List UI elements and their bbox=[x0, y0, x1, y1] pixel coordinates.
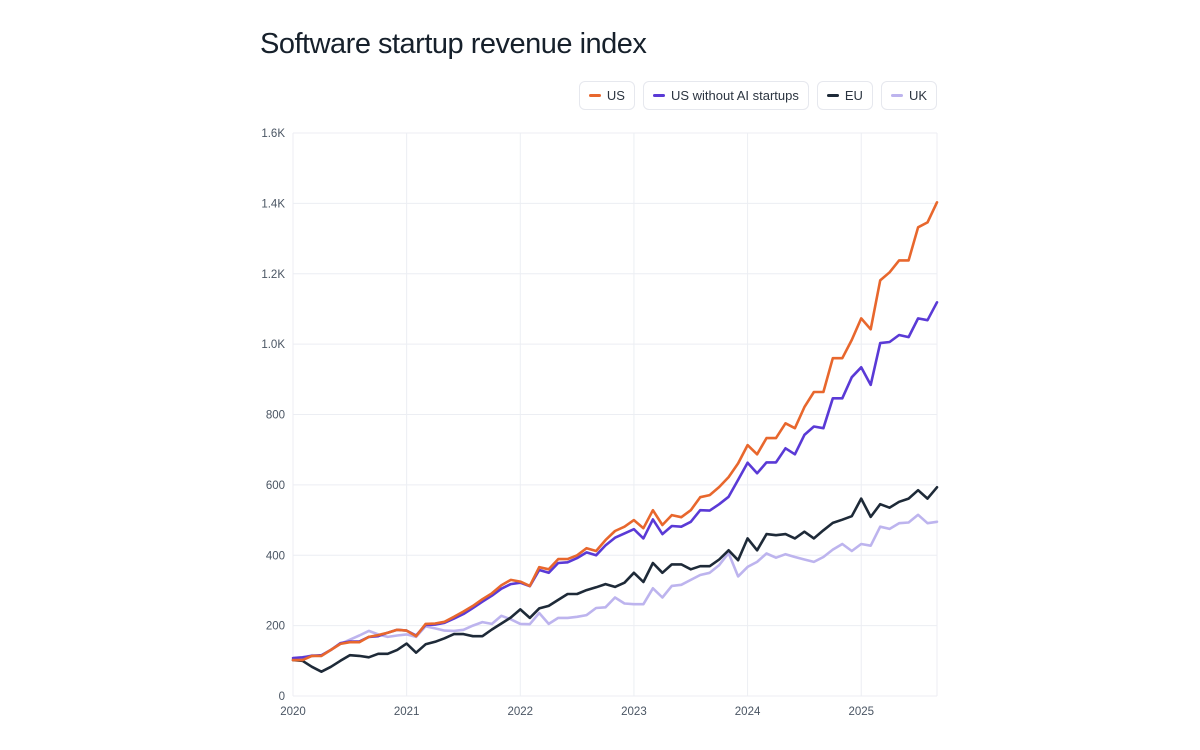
legend-item-eu[interactable]: EU bbox=[816, 81, 873, 110]
series-line-us[interactable] bbox=[291, 201, 939, 662]
x-tick-label: 2022 bbox=[507, 706, 533, 718]
x-tick-label: 2023 bbox=[621, 706, 647, 718]
legend-label: UK bbox=[908, 88, 927, 103]
y-tick-label: 800 bbox=[266, 410, 285, 422]
legend-swatch-uk bbox=[890, 94, 903, 97]
x-tick-label: 2024 bbox=[735, 706, 761, 718]
y-tick-label: 1.6K bbox=[261, 128, 285, 140]
legend-label: US bbox=[606, 88, 625, 103]
x-tick-label: 2025 bbox=[848, 706, 874, 718]
series-line-uk[interactable] bbox=[291, 513, 939, 662]
legend: US US without AI startups EU UK bbox=[578, 81, 937, 110]
chart-title: Software startup revenue index bbox=[260, 28, 647, 60]
legend-item-us-without-ai[interactable]: US without AI startups bbox=[642, 81, 809, 110]
y-tick-label: 1.0K bbox=[261, 339, 285, 351]
x-tick-label: 2020 bbox=[280, 706, 306, 718]
legend-swatch-us bbox=[588, 94, 601, 97]
legend-label: US without AI startups bbox=[670, 88, 799, 103]
y-tick-label: 400 bbox=[266, 550, 285, 562]
y-tick-label: 0 bbox=[279, 691, 285, 703]
legend-swatch-eu bbox=[826, 94, 839, 97]
series-line-us-without-ai-startups[interactable] bbox=[291, 300, 939, 660]
y-tick-label: 200 bbox=[266, 621, 285, 633]
legend-item-uk[interactable]: UK bbox=[880, 81, 937, 110]
series-line-eu[interactable] bbox=[291, 485, 939, 674]
legend-item-us[interactable]: US bbox=[578, 81, 635, 110]
y-tick-label: 1.4K bbox=[261, 198, 285, 210]
x-tick-label: 2021 bbox=[394, 706, 420, 718]
legend-label: EU bbox=[844, 88, 863, 103]
y-tick-label: 600 bbox=[266, 480, 285, 492]
legend-swatch-us-without-ai bbox=[652, 94, 665, 97]
y-tick-label: 1.2K bbox=[261, 269, 285, 281]
